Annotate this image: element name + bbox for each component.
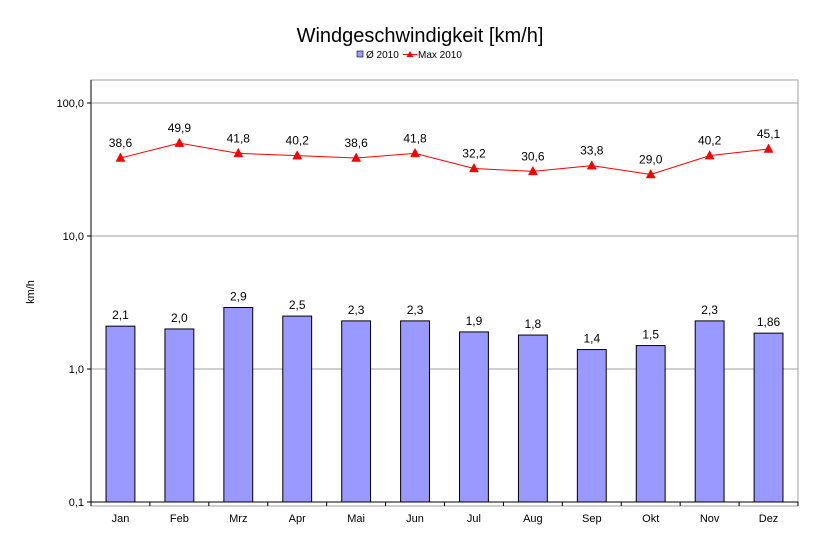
max-marker bbox=[704, 150, 715, 160]
legend-swatch-avg bbox=[356, 50, 364, 58]
max-marker bbox=[527, 165, 538, 176]
bar-value-label: 1,5 bbox=[642, 328, 659, 342]
max-value-label: 30,6 bbox=[521, 149, 545, 163]
bar bbox=[635, 345, 666, 503]
bar bbox=[576, 349, 607, 503]
x-tick-label: Mai bbox=[347, 513, 365, 525]
max-marker bbox=[410, 147, 420, 158]
max-value-label: 38,6 bbox=[344, 136, 368, 150]
max-value-label: 45,1 bbox=[757, 127, 781, 141]
bar bbox=[105, 325, 136, 503]
max-marker bbox=[115, 152, 126, 162]
data-labels: 2,1 2,0 2,9 2,5 2,3 2,3 1,9 1,8 1,4 1,5 2,3 1,86 38,… bbox=[109, 121, 781, 345]
bar-value-label: 2,3 bbox=[701, 303, 718, 317]
max-marker bbox=[469, 162, 479, 173]
bar bbox=[400, 320, 430, 503]
max-value-label: 40,2 bbox=[698, 134, 722, 148]
x-tick-label: Aug bbox=[523, 513, 543, 525]
legend-label-max: Max 2010 bbox=[418, 50, 462, 61]
max-series bbox=[115, 137, 774, 179]
x-tick-label: Jun bbox=[406, 513, 424, 525]
x-tick-label: Apr bbox=[289, 513, 306, 525]
y-tick-label: 0,1 bbox=[69, 497, 84, 509]
y-axis-label: km/h bbox=[25, 280, 37, 304]
bar bbox=[517, 334, 548, 503]
max-value-label: 41,8 bbox=[227, 131, 251, 145]
y-tick-label: 10,0 bbox=[63, 231, 84, 243]
max-marker bbox=[586, 160, 597, 170]
max-value-label: 32,2 bbox=[462, 146, 486, 160]
y-tick-label: 100,0 bbox=[56, 98, 84, 110]
bar bbox=[164, 328, 195, 503]
y-tick-label: 1,0 bbox=[69, 364, 84, 376]
axes bbox=[90, 80, 798, 506]
bars bbox=[105, 307, 784, 503]
bar bbox=[694, 320, 725, 503]
x-tick-label: Dez bbox=[759, 513, 779, 525]
bar-value-label: 2,1 bbox=[112, 308, 129, 322]
gridlines bbox=[91, 102, 798, 370]
x-tick-label: Jul bbox=[467, 513, 481, 525]
bar-value-label: 2,3 bbox=[348, 303, 365, 317]
bar-value-label: 2,3 bbox=[407, 303, 424, 317]
max-value-label: 41,8 bbox=[403, 131, 427, 145]
x-tick-label: Feb bbox=[170, 513, 189, 525]
bar bbox=[459, 331, 489, 503]
legend-label-avg: Ø 2010 bbox=[366, 50, 399, 61]
bar bbox=[341, 320, 372, 503]
max-marker bbox=[763, 143, 774, 153]
x-tick-label: Jan bbox=[112, 513, 130, 525]
bar-value-label: 1,9 bbox=[466, 314, 483, 328]
bar-value-label: 2,5 bbox=[289, 298, 306, 312]
bar bbox=[223, 307, 254, 503]
max-value-label: 33,8 bbox=[580, 144, 604, 158]
max-value-label: 40,2 bbox=[286, 134, 310, 148]
bar-value-label: 1,8 bbox=[525, 317, 542, 331]
max-line bbox=[120, 142, 769, 176]
max-marker bbox=[351, 152, 362, 162]
x-tick-label: Mrz bbox=[229, 513, 247, 525]
x-ticks: Jan Feb Mrz Apr Mai Jun Jul Aug Sep Okt Nov Dez bbox=[90, 502, 799, 525]
max-value-label: 49,9 bbox=[168, 121, 192, 135]
plot-area-frame bbox=[90, 79, 799, 507]
x-tick-label: Okt bbox=[642, 513, 659, 525]
bar bbox=[753, 332, 784, 503]
legend-marker-max bbox=[406, 51, 414, 57]
x-tick-label: Sep bbox=[582, 513, 602, 525]
chart-title: Windgeschwindigkeit [km/h] bbox=[297, 25, 544, 47]
max-marker bbox=[174, 137, 185, 147]
max-value-label: 29,0 bbox=[639, 153, 663, 167]
bar-value-label: 2,9 bbox=[230, 290, 247, 304]
bar-value-label: 1,86 bbox=[757, 315, 781, 329]
max-marker bbox=[292, 150, 303, 160]
bar-value-label: 1,4 bbox=[583, 332, 600, 346]
y-ticks: 0,1 1,0 10,0 100,0 bbox=[56, 98, 91, 509]
max-marker bbox=[233, 147, 244, 158]
legend: Ø 2010 Max 2010 bbox=[356, 50, 462, 61]
max-marker bbox=[645, 168, 656, 179]
max-value-label: 38,6 bbox=[109, 136, 133, 150]
bar-value-label: 2,0 bbox=[171, 311, 188, 325]
bar bbox=[282, 315, 313, 503]
x-tick-label: Nov bbox=[700, 513, 720, 525]
